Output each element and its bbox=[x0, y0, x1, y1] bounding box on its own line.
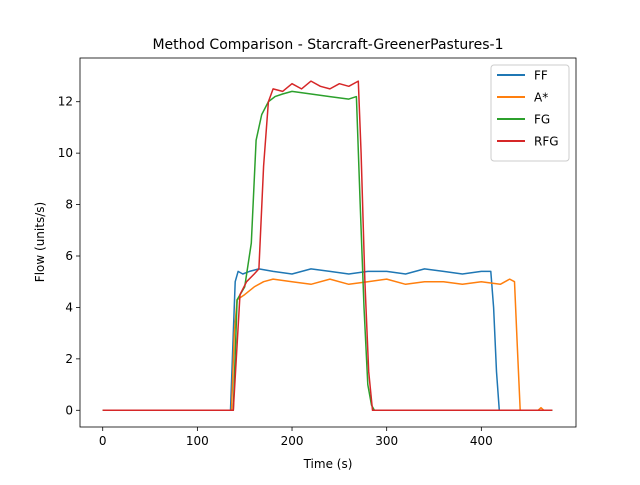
legend-label: A* bbox=[534, 91, 548, 105]
series-line-ff bbox=[102, 268, 553, 412]
y-tick-label: 8 bbox=[65, 198, 73, 212]
y-tick-label: 4 bbox=[65, 300, 73, 314]
legend-box bbox=[490, 64, 570, 162]
x-tick-label: 300 bbox=[375, 434, 398, 448]
legend-label: FG bbox=[534, 113, 550, 127]
chart-title: Method Comparison - Starcraft-GreenerPas… bbox=[152, 37, 503, 53]
x-axis: 0 100 200 300 400 bbox=[99, 427, 493, 448]
y-tick-label: 6 bbox=[65, 249, 73, 263]
x-tick-label: 400 bbox=[470, 434, 493, 448]
legend-label: FF bbox=[534, 69, 548, 83]
x-axis-label: Time (s) bbox=[303, 457, 353, 471]
axes-frame bbox=[79, 57, 577, 428]
x-tick-label: 100 bbox=[186, 434, 209, 448]
y-tick-label: 10 bbox=[58, 146, 73, 160]
y-tick-label: 0 bbox=[65, 403, 73, 417]
x-tick-label: 0 bbox=[99, 434, 107, 448]
plot-area bbox=[102, 80, 553, 412]
series-line-rfg bbox=[102, 80, 553, 412]
legend-label: RFG bbox=[534, 135, 559, 149]
series-line-a- bbox=[102, 278, 553, 412]
y-tick-label: 12 bbox=[58, 95, 73, 109]
legend: FF A* FG RFG bbox=[490, 64, 570, 162]
series-line-fg bbox=[102, 90, 553, 412]
y-axis: 0 2 4 6 8 10 12 bbox=[58, 95, 80, 417]
x-tick-label: 200 bbox=[281, 434, 304, 448]
y-axis-label: Flow (units/s) bbox=[33, 202, 47, 282]
y-tick-label: 2 bbox=[65, 352, 73, 366]
